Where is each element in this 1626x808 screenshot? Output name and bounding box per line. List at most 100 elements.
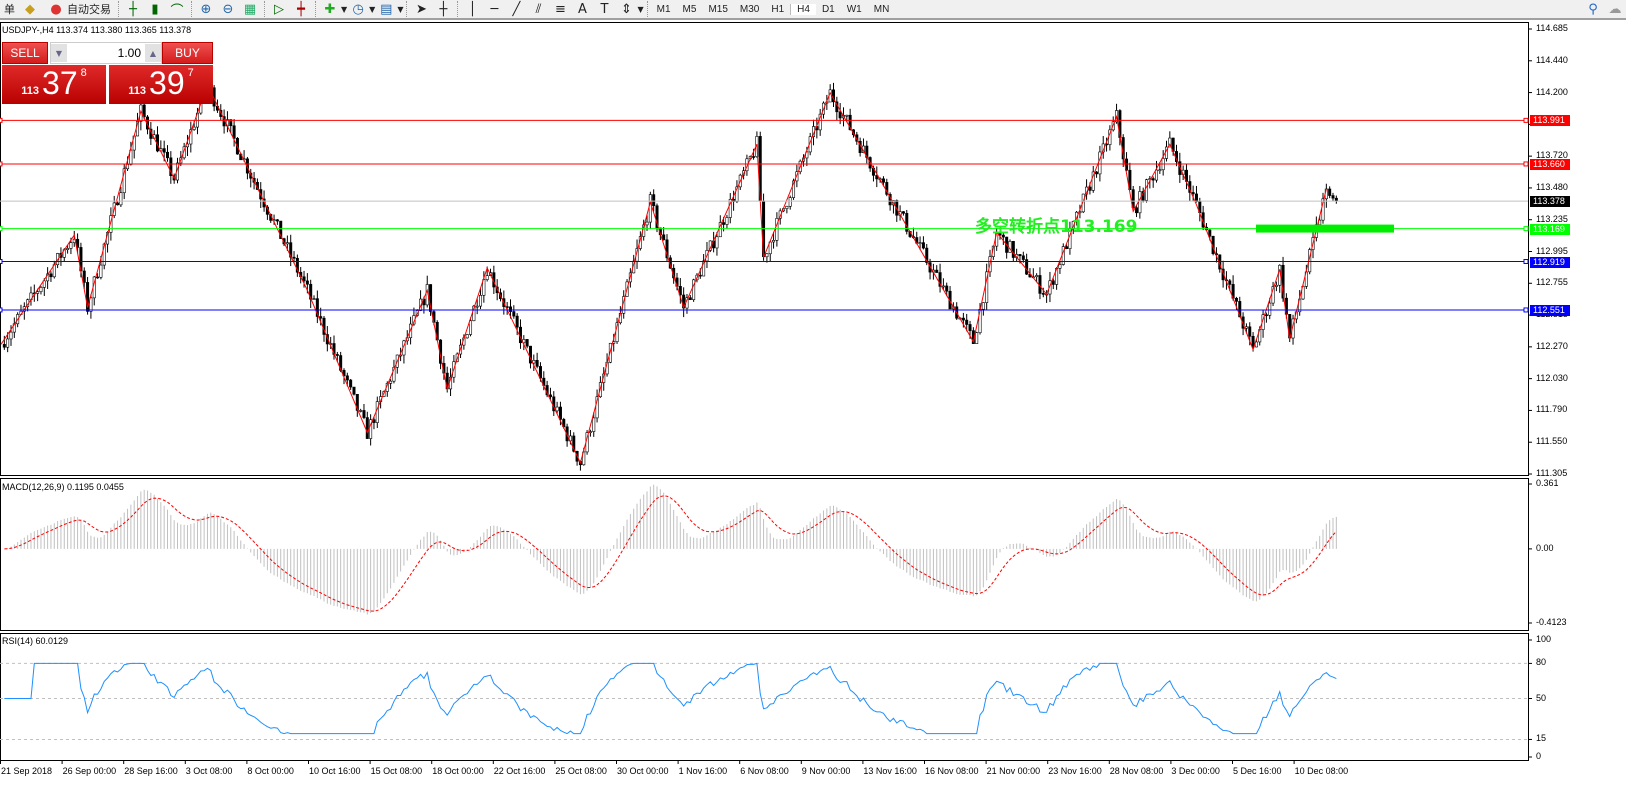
chat-icon[interactable]: ☁ — [1608, 1, 1622, 17]
channel-icon[interactable]: ⫽ — [535, 1, 542, 17]
indicators-icon[interactable]: ✚ — [324, 1, 336, 17]
candle-body — [941, 285, 945, 288]
time-axis-label: 15 Oct 08:00 — [370, 766, 423, 776]
rsi-line — [4, 662, 1337, 735]
candle-body — [1268, 302, 1272, 316]
candle-body — [1158, 169, 1162, 172]
candle-body — [1168, 137, 1172, 148]
timeframe-m1[interactable]: M1 — [656, 3, 671, 15]
candle-body — [722, 222, 726, 225]
candle-body — [1135, 207, 1139, 214]
lot-decrease-icon[interactable]: ▼ — [51, 44, 67, 62]
level-price-tag: 113.660 — [1530, 158, 1570, 170]
timeframe-h1[interactable]: H1 — [771, 3, 785, 15]
zoom-out-icon[interactable]: ⊖ — [222, 1, 234, 17]
sell-price-button[interactable]: 113 37 8 — [2, 65, 106, 104]
timeframe-m15[interactable]: M15 — [708, 3, 728, 15]
candle-body — [319, 316, 323, 319]
candle-body — [1058, 264, 1062, 269]
price-tick-label: 111.305 — [1536, 468, 1568, 478]
trendline-icon[interactable]: ╱ — [512, 1, 521, 17]
candle-body — [1001, 234, 1005, 238]
price-chart[interactable] — [0, 22, 1626, 782]
search-icon[interactable]: ⚲ — [1588, 1, 1598, 17]
new-order-label[interactable]: 单 — [4, 3, 15, 16]
crosshair-icon[interactable]: ┼ — [439, 1, 448, 17]
lot-stepper[interactable]: ▼ 1.00 ▲ — [50, 42, 162, 64]
candle-body — [652, 194, 656, 207]
price-tick-label: 113.480 — [1536, 181, 1568, 192]
chart-shift-icon[interactable]: ┿ — [297, 1, 305, 17]
price-tick-label: 113.720 — [1536, 150, 1568, 161]
candle-body — [602, 373, 606, 383]
candle-body — [229, 119, 233, 127]
candle-body — [1008, 241, 1012, 253]
candle-body — [838, 111, 842, 119]
pivot-zone-bar — [1256, 224, 1394, 233]
autotrade-button[interactable]: ● 自动交易 — [41, 0, 115, 18]
price-tick-label: 112.755 — [1536, 277, 1568, 288]
time-axis-label: 3 Oct 08:00 — [185, 766, 233, 776]
candle-body — [792, 180, 796, 198]
candle-body — [1131, 189, 1135, 208]
time-axis-label: 10 Oct 16:00 — [309, 766, 361, 776]
line-chart-icon[interactable]: ⌒ — [170, 3, 184, 19]
fibonacci-icon[interactable]: ≡ — [555, 1, 566, 17]
candle-body — [1098, 151, 1102, 175]
candle-body — [305, 280, 309, 285]
text-icon[interactable]: A — [578, 1, 587, 17]
arrows-icon[interactable]: ⇕ — [621, 1, 632, 17]
candle-body — [359, 410, 363, 412]
candle-body — [475, 305, 479, 308]
macd-label: MACD(12,26,9) 0.1195 0.0455 — [2, 482, 124, 492]
price-tick-label: 111.550 — [1536, 436, 1568, 447]
buy-price-button[interactable]: 113 39 7 — [109, 65, 213, 104]
text-label-icon[interactable]: T — [600, 1, 609, 17]
metaeditor-icon[interactable]: ◆ — [25, 1, 35, 17]
candle-body — [285, 242, 289, 245]
periods-icon[interactable]: ◷ — [352, 1, 364, 17]
candle-body — [698, 274, 702, 277]
level-price-tag: 112.551 — [1530, 304, 1570, 316]
timeframe-mn[interactable]: MN — [873, 3, 890, 15]
lot-increase-icon[interactable]: ▲ — [145, 44, 161, 62]
sell-button[interactable]: SELL — [2, 42, 48, 64]
level-handle — [1523, 117, 1529, 123]
bar-chart-icon[interactable]: ┼ — [129, 1, 137, 17]
timeframe-w1[interactable]: W1 — [846, 3, 862, 15]
time-axis-label: 28 Sep 16:00 — [124, 766, 178, 776]
candle-body — [76, 238, 80, 248]
autotrade-icon: ● — [50, 1, 62, 17]
time-axis-label: 10 Dec 08:00 — [1294, 766, 1349, 776]
candle-body — [688, 297, 692, 300]
timeframe-m30[interactable]: M30 — [739, 3, 760, 15]
candle-body — [162, 148, 166, 153]
time-axis-label: 9 Nov 00:00 — [801, 766, 851, 776]
candlestick-icon[interactable]: ▮ — [151, 1, 159, 17]
vertical-line-icon[interactable]: │ — [468, 1, 477, 17]
level-handle — [1523, 307, 1529, 313]
cursor-icon[interactable]: ➤ — [416, 1, 427, 17]
zoom-in-icon[interactable]: ⊕ — [200, 1, 212, 17]
candle-body — [275, 219, 279, 222]
horizontal-line-icon[interactable]: ─ — [490, 1, 499, 17]
candle-body — [728, 198, 732, 218]
candle-body — [901, 211, 905, 214]
timeframe-m5[interactable]: M5 — [682, 3, 697, 15]
candles — [2, 79, 1338, 471]
candle-body — [845, 114, 849, 117]
time-axis-label: 8 Oct 00:00 — [247, 766, 294, 776]
candle-body — [365, 417, 369, 439]
buy-button[interactable]: BUY — [162, 42, 213, 64]
tile-windows-icon[interactable]: ▦ — [243, 1, 257, 17]
candle-body — [918, 242, 922, 244]
candle-body — [315, 298, 319, 317]
timeframe-d1[interactable]: D1 — [821, 3, 835, 15]
timeframe-h4[interactable]: H4 — [790, 3, 816, 15]
candle-body — [818, 113, 822, 131]
templates-icon[interactable]: ▤ — [380, 1, 393, 17]
candle-body — [702, 260, 706, 277]
level-handle — [0, 161, 3, 167]
lot-input[interactable]: 1.00 — [117, 46, 141, 60]
auto-scroll-icon[interactable]: ▷ — [274, 1, 284, 17]
